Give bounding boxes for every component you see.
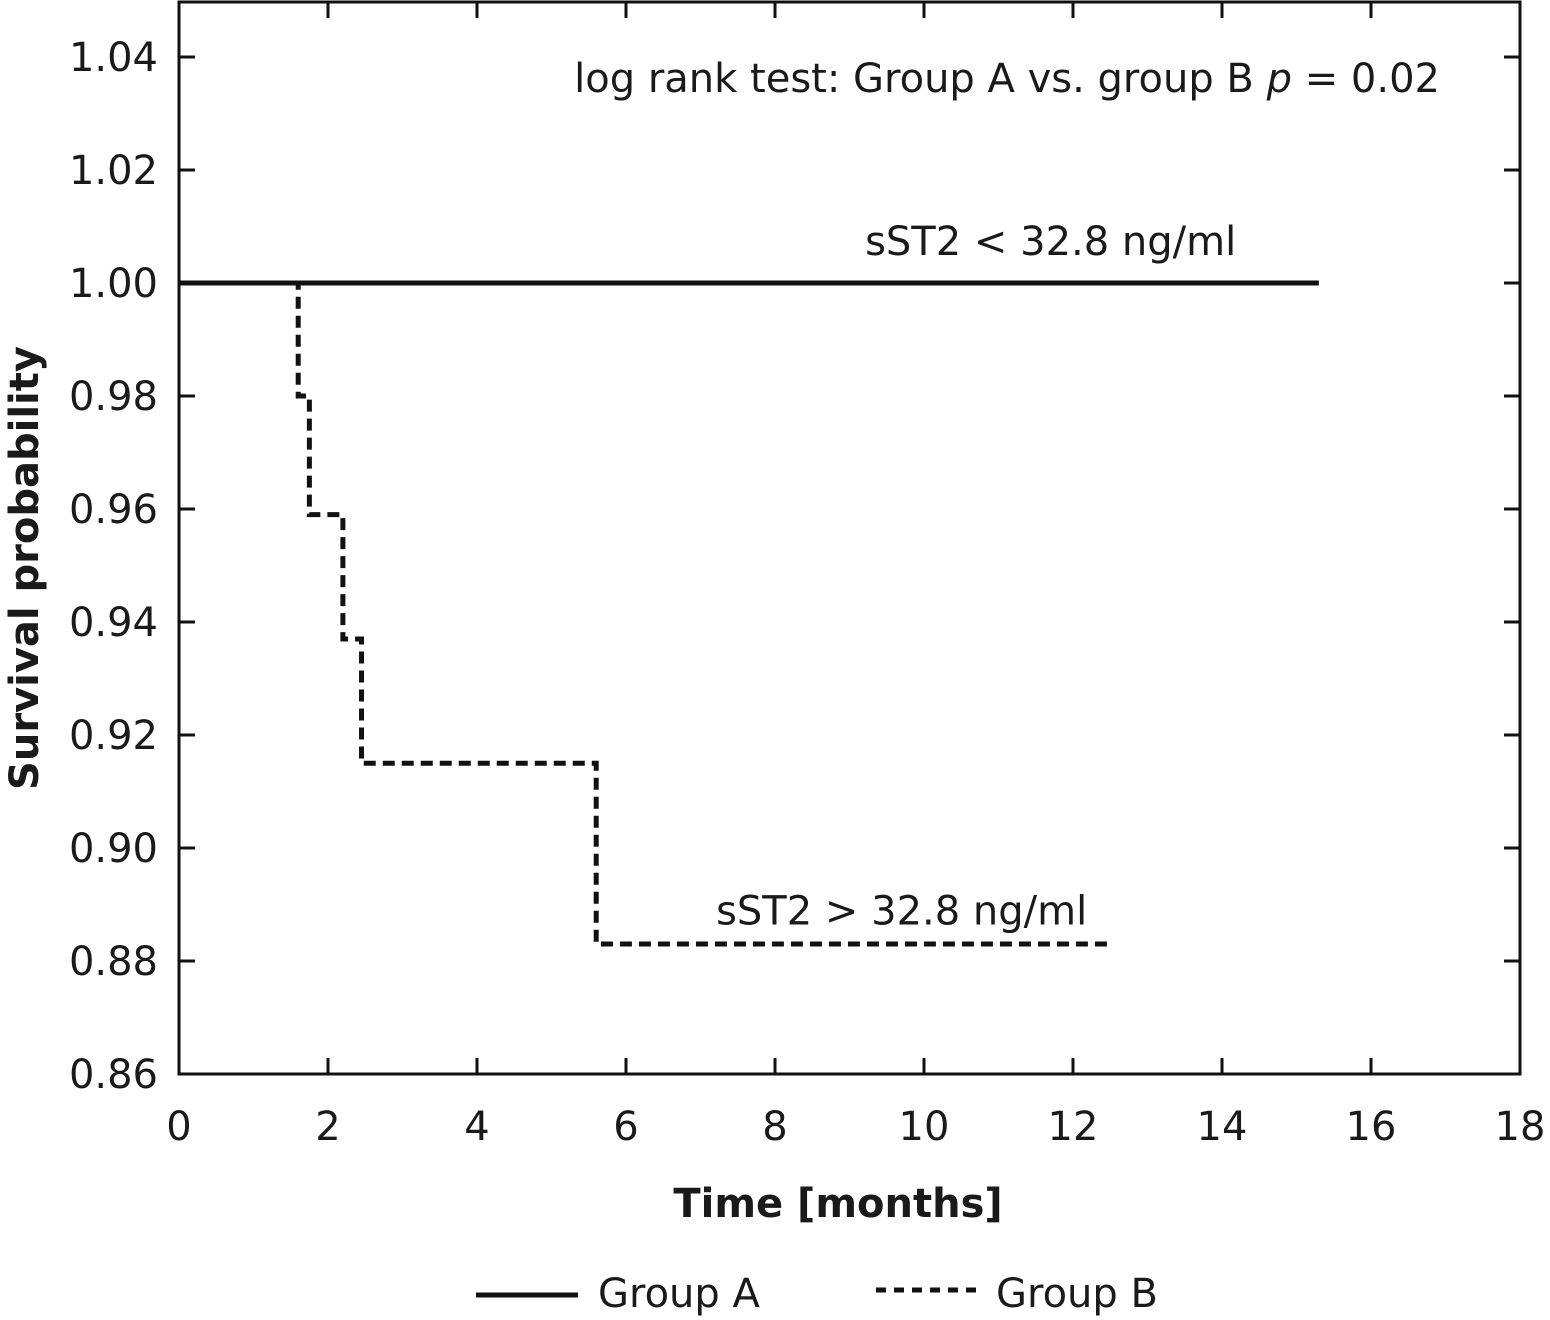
labels-layer: sST2 < 32.8 ng/ml sST2 > 32.8 ng/ml: [716, 219, 1236, 935]
legend-label-group-b: Group B: [996, 1271, 1158, 1317]
y-tick-label: 1.00: [69, 261, 158, 307]
y-tick-label: 1.04: [69, 35, 158, 81]
x-axis-title: Time [months]: [673, 1181, 1002, 1227]
x-tick-label: 14: [1197, 1104, 1248, 1150]
plot-frame: [177, 0, 1522, 1076]
x-tick-label: 6: [613, 1104, 638, 1150]
x-tick-label: 0: [166, 1104, 191, 1150]
y-tick-label: 0.92: [69, 713, 158, 759]
x-tick-label: 2: [315, 1104, 340, 1150]
x-tick-label: 8: [762, 1104, 787, 1150]
series-label-group-b: sST2 > 32.8 ng/ml: [716, 888, 1087, 934]
y-axis-title: Survival probability: [2, 346, 48, 790]
y-tick-label: 0.98: [69, 374, 158, 420]
x-tick-label: 18: [1495, 1104, 1546, 1150]
annotation-p: p: [1266, 56, 1292, 102]
annotation-value: = 0.02: [1292, 56, 1440, 102]
log-rank-annotation: log rank test: Group A vs. group B p = 0…: [574, 56, 1440, 102]
x-tick-label: 4: [464, 1104, 489, 1150]
y-tick-label: 0.94: [69, 600, 158, 646]
x-tick-label: 10: [899, 1104, 950, 1150]
series-layer: [179, 280, 1319, 947]
y-tick-label: 1.02: [69, 148, 158, 194]
y-ticks: 0.86 0.88 0.90 0.92 0.94 0.96 0.98 1.00 1.02 1.04: [69, 35, 1520, 1098]
series-label-group-a: sST2 < 32.8 ng/ml: [865, 219, 1236, 265]
annotation-main: log rank test: Group A vs. group B: [574, 56, 1266, 102]
x-tick-label: 12: [1048, 1104, 1099, 1150]
legend: Group A Group B: [476, 1271, 1158, 1317]
x-tick-label: 16: [1346, 1104, 1397, 1150]
y-tick-label: 0.86: [69, 1052, 158, 1098]
series-line-group-b: [179, 280, 1111, 947]
y-tick-label: 0.90: [69, 826, 158, 872]
y-tick-label: 0.96: [69, 487, 158, 533]
x-ticks: 0 2 4 6 8 10 12 14 16 18: [166, 2, 1545, 1150]
y-tick-label: 0.88: [69, 939, 158, 985]
legend-label-group-a: Group A: [598, 1271, 760, 1317]
